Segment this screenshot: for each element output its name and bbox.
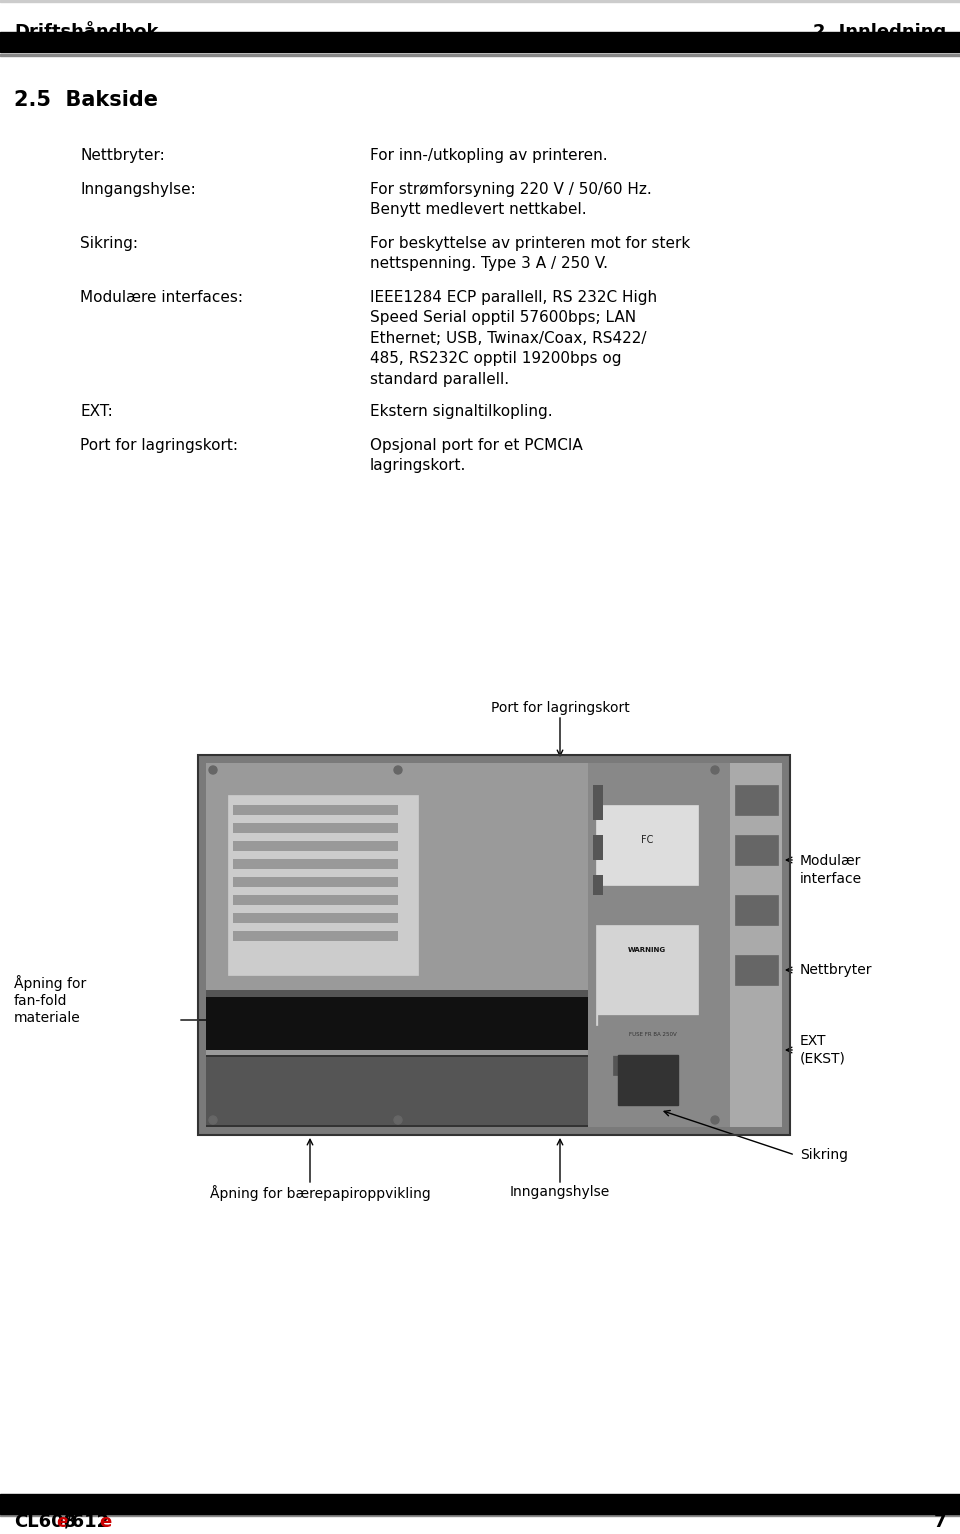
Text: For inn-/utkopling av printeren.: For inn-/utkopling av printeren.	[370, 147, 608, 163]
Bar	[735, 956, 778, 985]
Text: 2. Innledning: 2. Innledning	[813, 23, 946, 41]
Text: 7: 7	[933, 1513, 946, 1531]
Circle shape	[711, 1117, 719, 1124]
Text: e: e	[99, 1513, 111, 1531]
Text: Port for lagringskort:: Port for lagringskort:	[80, 439, 238, 453]
Text: For strømforsyning 220 V / 50/60 Hz.
Benytt medlevert nettkabel.: For strømforsyning 220 V / 50/60 Hz. Ben…	[370, 183, 652, 218]
Bar	[0, 1494, 960, 1514]
Circle shape	[209, 1117, 217, 1124]
Text: Inngangshylse:: Inngangshylse:	[80, 183, 196, 196]
Text: Åpning for bærepapiroppvikling: Åpning for bærepapiroppvikling	[210, 1184, 431, 1201]
Bar	[233, 805, 398, 815]
Bar	[735, 894, 778, 925]
Bar	[228, 795, 418, 976]
Bar	[233, 931, 398, 940]
Text: Sikring:: Sikring:	[80, 236, 138, 252]
Circle shape	[394, 1117, 402, 1124]
Text: IEEE1284 ECP parallell, RS 232C High
Speed Serial opptil 57600bps; LAN
Ethernet;: IEEE1284 ECP parallell, RS 232C High Spe…	[370, 290, 658, 387]
Text: FC: FC	[641, 834, 653, 845]
Bar	[613, 1035, 653, 1075]
Text: CL608: CL608	[14, 1513, 76, 1531]
Bar	[596, 805, 698, 885]
Bar	[206, 989, 588, 1049]
Text: Driftshåndbok: Driftshåndbok	[14, 23, 158, 41]
Text: FUSE FR BA 250V: FUSE FR BA 250V	[629, 1032, 677, 1037]
Text: Opsjonal port for et PCMCIA
lagringskort.: Opsjonal port for et PCMCIA lagringskort…	[370, 439, 583, 474]
Bar	[0, 32, 960, 52]
Bar	[735, 834, 778, 865]
Text: Ekstern signaltilkopling.: Ekstern signaltilkopling.	[370, 403, 553, 419]
Bar	[588, 762, 730, 1127]
Bar	[596, 925, 698, 1025]
Text: 2.5  Bakside: 2.5 Bakside	[14, 91, 158, 110]
Bar	[233, 859, 398, 868]
Bar	[233, 894, 398, 905]
Circle shape	[394, 765, 402, 775]
Bar	[593, 785, 603, 821]
Text: Nettbryter:: Nettbryter:	[80, 147, 165, 163]
Bar	[0, 54, 960, 57]
Text: Sikring: Sikring	[800, 1147, 848, 1161]
Text: EXT
(EKST): EXT (EKST)	[800, 1034, 846, 1066]
Bar	[0, 0, 960, 2]
Circle shape	[711, 765, 719, 775]
Bar	[198, 755, 790, 1135]
Bar	[233, 824, 398, 833]
Bar	[233, 877, 398, 887]
Text: EXT:: EXT:	[80, 403, 112, 419]
Bar	[233, 913, 398, 923]
Bar	[618, 1055, 678, 1104]
Text: e: e	[57, 1513, 69, 1531]
Bar	[206, 762, 588, 1127]
Text: Inngangshylse: Inngangshylse	[510, 1184, 611, 1200]
Bar	[206, 1057, 588, 1124]
Circle shape	[209, 765, 217, 775]
Text: Modulære interfaces:: Modulære interfaces:	[80, 290, 243, 305]
Bar	[198, 755, 790, 1135]
Bar	[598, 1016, 708, 1055]
Text: /612: /612	[65, 1513, 109, 1531]
Text: Nettbryter: Nettbryter	[800, 963, 873, 977]
Text: Port for lagringskort: Port for lagringskort	[491, 701, 630, 715]
Bar	[735, 785, 778, 815]
Text: WARNING: WARNING	[628, 946, 666, 953]
Text: Modulær
interface: Modulær interface	[800, 854, 862, 885]
Bar	[206, 989, 588, 997]
Bar	[233, 841, 398, 851]
Text: For beskyttelse av printeren mot for sterk
nettspenning. Type 3 A / 250 V.: For beskyttelse av printeren mot for ste…	[370, 236, 690, 272]
Bar	[593, 874, 603, 894]
Bar	[730, 762, 782, 1127]
Bar	[593, 834, 603, 861]
Bar	[206, 1055, 588, 1127]
Text: Åpning for
fan-fold
materiale: Åpning for fan-fold materiale	[14, 974, 86, 1025]
